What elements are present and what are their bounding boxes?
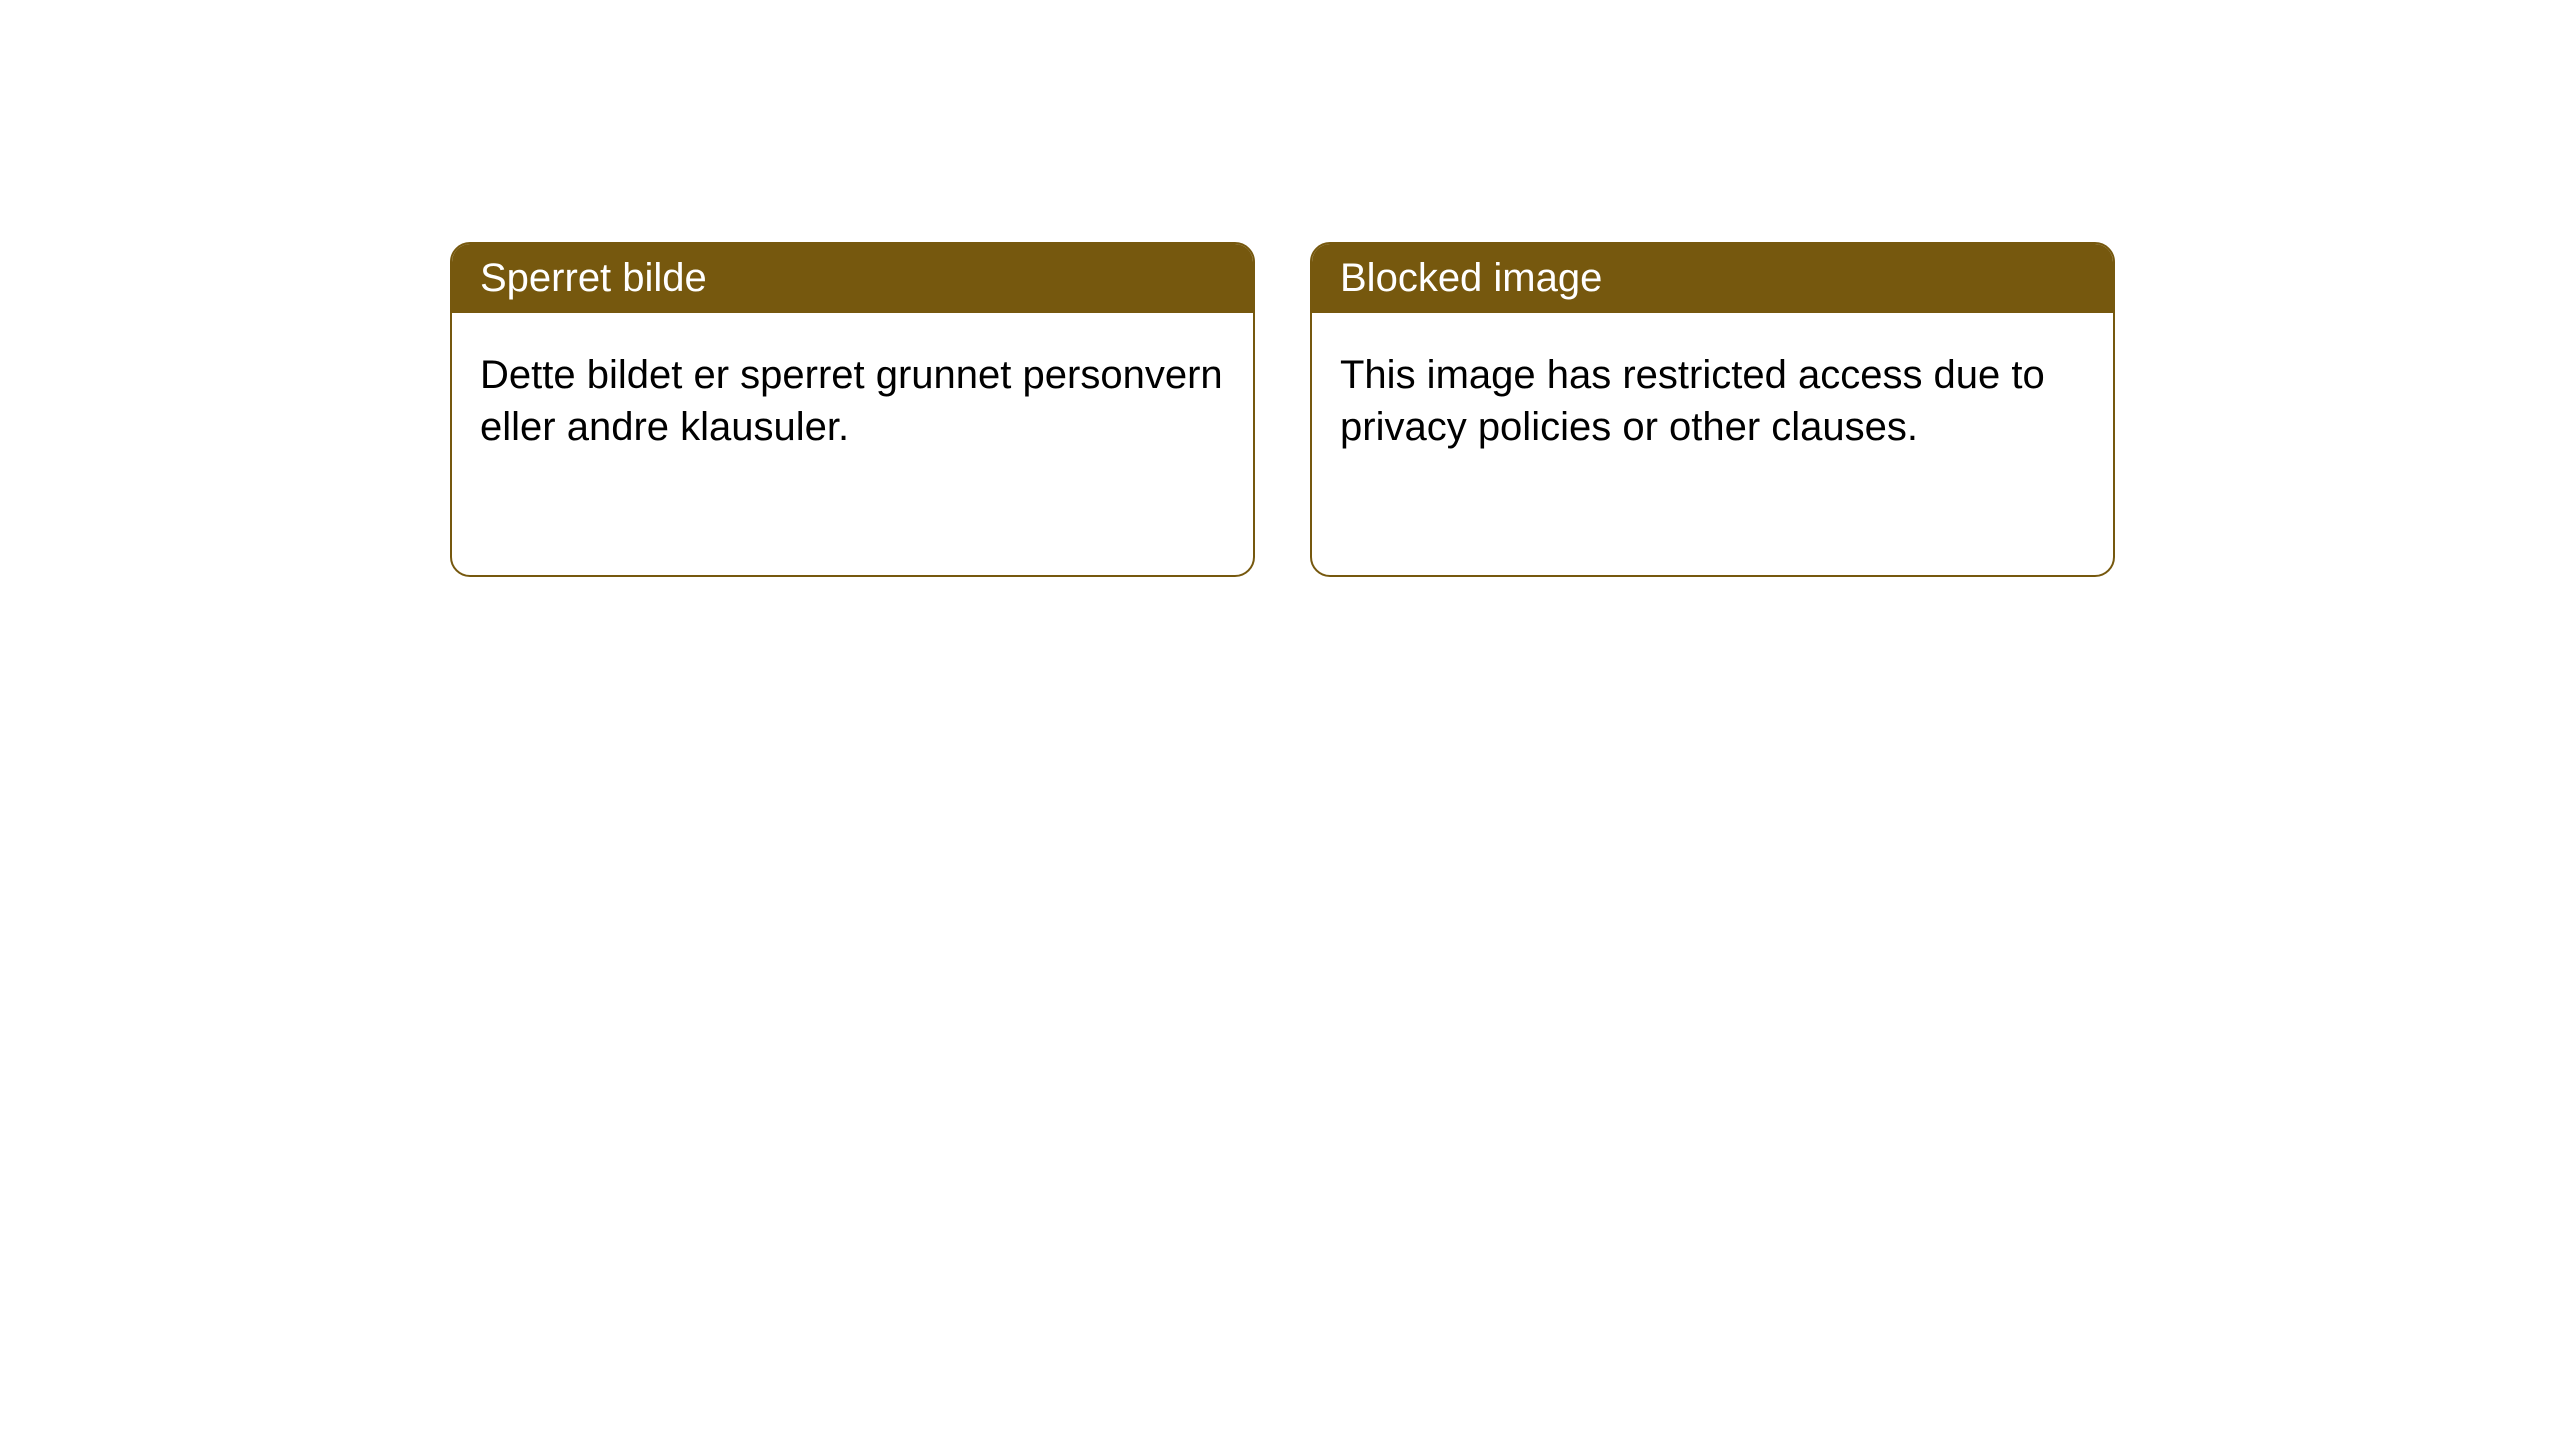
card-text-no: Dette bildet er sperret grunnet personve… [480, 353, 1223, 449]
card-body-no: Dette bildet er sperret grunnet personve… [452, 313, 1253, 489]
card-text-en: This image has restricted access due to … [1340, 353, 2045, 449]
cards-container: Sperret bilde Dette bildet er sperret gr… [450, 242, 2115, 577]
blocked-image-card-no: Sperret bilde Dette bildet er sperret gr… [450, 242, 1255, 577]
card-title-no: Sperret bilde [480, 256, 707, 300]
card-title-en: Blocked image [1340, 256, 1602, 300]
blocked-image-card-en: Blocked image This image has restricted … [1310, 242, 2115, 577]
card-body-en: This image has restricted access due to … [1312, 313, 2113, 489]
card-header-no: Sperret bilde [452, 244, 1253, 313]
card-header-en: Blocked image [1312, 244, 2113, 313]
